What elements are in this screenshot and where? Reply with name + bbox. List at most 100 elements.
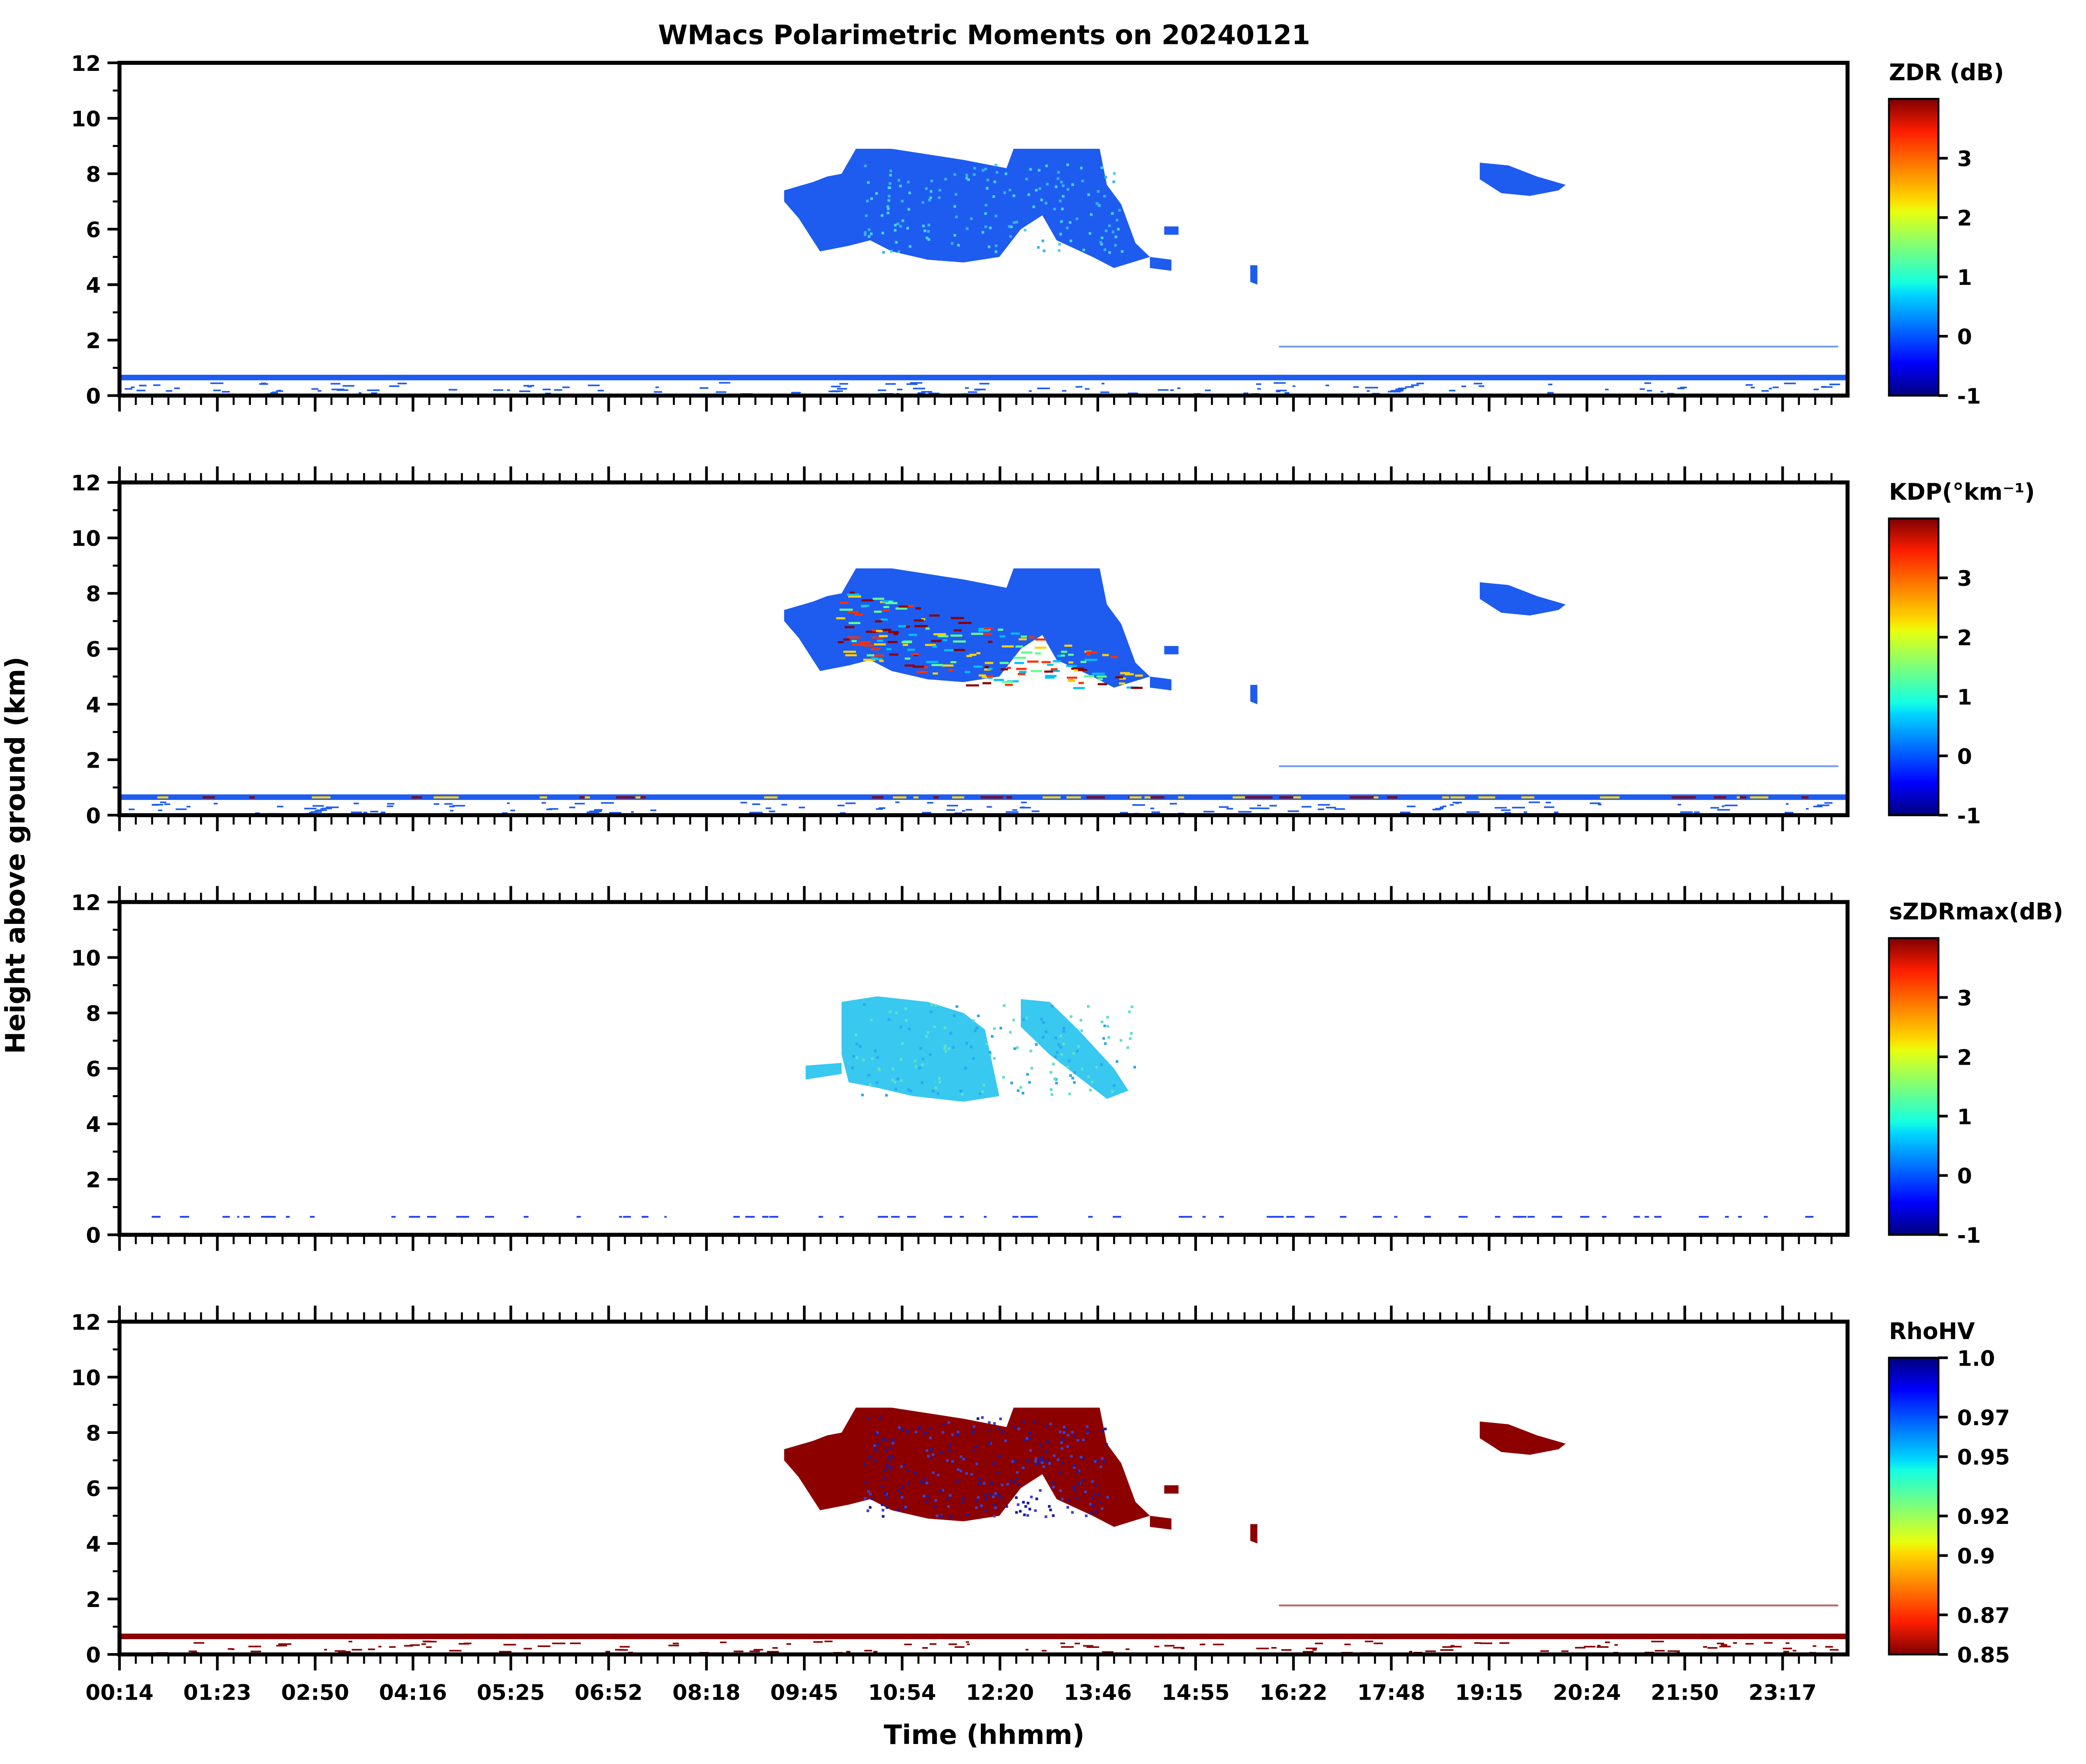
kdp-streak — [1015, 645, 1023, 648]
kdp-surface-streak — [764, 796, 778, 798]
texture-pixel — [1066, 227, 1069, 230]
texture-pixel — [990, 1482, 993, 1485]
texture-pixel — [1103, 248, 1107, 251]
texture-pixel — [1129, 1037, 1132, 1040]
colorbar-label: ZDR (dB) — [1889, 60, 2004, 86]
texture-pixel — [926, 1482, 929, 1485]
texture-pixel — [879, 1417, 882, 1420]
surface-pixel — [462, 1216, 469, 1218]
surface-pixel — [1451, 1645, 1455, 1647]
echo-region — [1480, 1421, 1566, 1455]
texture-pixel — [887, 1456, 890, 1459]
texture-pixel — [1066, 1506, 1070, 1509]
surface-pixel — [1605, 388, 1609, 391]
texture-pixel — [1023, 1438, 1027, 1442]
surface-pixel — [609, 812, 622, 814]
kdp-streak — [1102, 654, 1109, 656]
texture-pixel — [867, 1417, 870, 1420]
texture-pixel — [866, 1509, 869, 1512]
surface-pixel — [1020, 806, 1025, 808]
texture-pixel — [1080, 1019, 1083, 1022]
surface-pixel — [976, 388, 985, 391]
surface-pixel — [554, 389, 562, 391]
texture-pixel — [1067, 1059, 1071, 1062]
y-tick-label: 10 — [71, 526, 100, 551]
kdp-streak — [1002, 681, 1013, 683]
surface-pixel — [272, 391, 277, 393]
surface-pixel — [1528, 801, 1540, 803]
texture-pixel — [953, 1014, 956, 1017]
texture-pixel — [881, 214, 884, 217]
texture-pixel — [951, 242, 954, 245]
kdp-streak — [1027, 660, 1039, 663]
texture-pixel — [926, 1449, 929, 1452]
kdp-streak — [871, 648, 880, 651]
texture-pixel — [957, 244, 960, 247]
texture-pixel — [949, 1494, 952, 1497]
texture-pixel — [1055, 185, 1058, 188]
texture-pixel — [994, 164, 997, 167]
texture-pixel — [923, 229, 926, 232]
texture-pixel — [1019, 1510, 1022, 1513]
texture-pixel — [874, 1432, 877, 1436]
texture-pixel — [1095, 1510, 1098, 1513]
texture-pixel — [1015, 220, 1018, 224]
texture-pixel — [992, 1462, 996, 1465]
texture-pixel — [1038, 169, 1041, 172]
texture-pixel — [1089, 1089, 1092, 1092]
texture-pixel — [938, 1081, 941, 1084]
texture-pixel — [933, 1505, 936, 1508]
surface-pixel — [631, 811, 634, 813]
texture-pixel — [871, 1057, 874, 1060]
texture-pixel — [899, 1058, 903, 1061]
surface-pixel — [1409, 1650, 1413, 1653]
kdp-streak — [1125, 673, 1134, 675]
texture-pixel — [896, 1077, 899, 1080]
texture-pixel — [1017, 1483, 1020, 1486]
texture-pixel — [982, 169, 985, 172]
texture-pixel — [926, 1031, 929, 1034]
kdp-streak — [843, 638, 850, 641]
kdp-streak — [958, 621, 972, 624]
texture-pixel — [1029, 168, 1032, 171]
surface-pixel — [450, 810, 454, 812]
texture-pixel — [944, 1050, 947, 1053]
texture-pixel — [892, 1438, 895, 1441]
kdp-surface-streak — [1678, 796, 1688, 798]
surface-pixel — [1528, 1216, 1535, 1218]
surface-pixel — [261, 382, 267, 384]
surface-pixel — [1164, 1645, 1175, 1647]
kdp-surface-streak — [1086, 796, 1105, 798]
texture-pixel — [1045, 1424, 1048, 1428]
surface-pixel — [642, 1216, 646, 1218]
texture-pixel — [1113, 1084, 1116, 1087]
texture-pixel — [887, 1018, 891, 1021]
colorbar-label: sZDRmax(dB) — [1889, 899, 2063, 925]
surface-pixel — [1416, 382, 1424, 384]
surface-pixel — [393, 1216, 396, 1218]
surface-pixel — [1829, 1649, 1839, 1651]
texture-pixel — [1054, 1036, 1057, 1039]
surface-pixel — [1598, 804, 1602, 805]
texture-pixel — [993, 1057, 996, 1060]
texture-pixel — [1013, 194, 1016, 197]
texture-pixel — [894, 1088, 897, 1091]
texture-pixel — [1070, 239, 1073, 242]
texture-pixel — [1044, 1515, 1047, 1518]
surface-pixel — [1597, 1646, 1609, 1648]
texture-pixel — [899, 1026, 903, 1029]
texture-pixel — [987, 245, 991, 248]
surface-pixel — [944, 1216, 953, 1218]
colorbar-tick-label: 1 — [1957, 685, 1972, 710]
surface-pixel — [237, 1216, 240, 1218]
surface-pixel — [1249, 807, 1262, 809]
surface-pixel — [1013, 1216, 1019, 1218]
colorbar-tick-label: 1.0 — [1957, 1346, 1995, 1371]
texture-pixel — [1060, 1447, 1063, 1450]
surface-pixel — [493, 389, 504, 391]
surface-pixel — [1060, 1642, 1065, 1644]
surface-pixel — [922, 812, 931, 814]
surface-pixel — [601, 802, 614, 804]
surface-pixel — [542, 388, 551, 391]
kdp-streak — [950, 661, 956, 663]
